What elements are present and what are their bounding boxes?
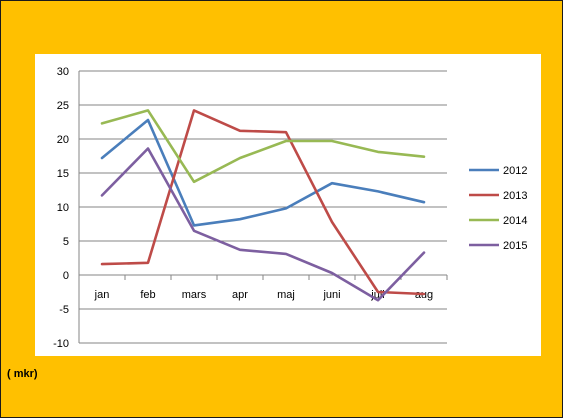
series-line-2013 bbox=[100, 109, 426, 296]
y-tick-label: -5 bbox=[59, 304, 69, 316]
legend-label-2012: 2012 bbox=[503, 165, 527, 177]
series-line-2014 bbox=[100, 109, 426, 184]
series-line-2012 bbox=[100, 118, 426, 227]
y-tick-label: 5 bbox=[63, 236, 69, 248]
series-line-2015 bbox=[100, 147, 426, 302]
y-tick-label: 30 bbox=[57, 66, 69, 78]
unit-note: ( mkr) bbox=[7, 368, 38, 380]
y-tick-label: 15 bbox=[57, 168, 69, 180]
y-tick-label: -10 bbox=[53, 338, 69, 350]
x-tick-label: jan bbox=[94, 289, 110, 301]
legend-label-2015: 2015 bbox=[503, 240, 527, 252]
y-tick-label: 25 bbox=[57, 100, 69, 112]
x-tick-label: mars bbox=[182, 289, 207, 301]
legend-label-2014: 2014 bbox=[503, 215, 527, 227]
y-tick-label: 0 bbox=[63, 270, 69, 282]
x-tick-label: maj bbox=[277, 289, 295, 301]
x-tick-label: feb bbox=[140, 289, 155, 301]
chart-area: 30 25 20 15 10 5 0 -5 -10 jan feb mars apr maj juni jul… bbox=[35, 54, 541, 356]
legend-label-2013: 2013 bbox=[503, 190, 527, 202]
y-tick-label: 10 bbox=[57, 202, 69, 214]
y-tick-label: 20 bbox=[57, 134, 69, 146]
x-tick-label: apr bbox=[232, 289, 248, 301]
x-tick-label: juni bbox=[322, 289, 340, 301]
